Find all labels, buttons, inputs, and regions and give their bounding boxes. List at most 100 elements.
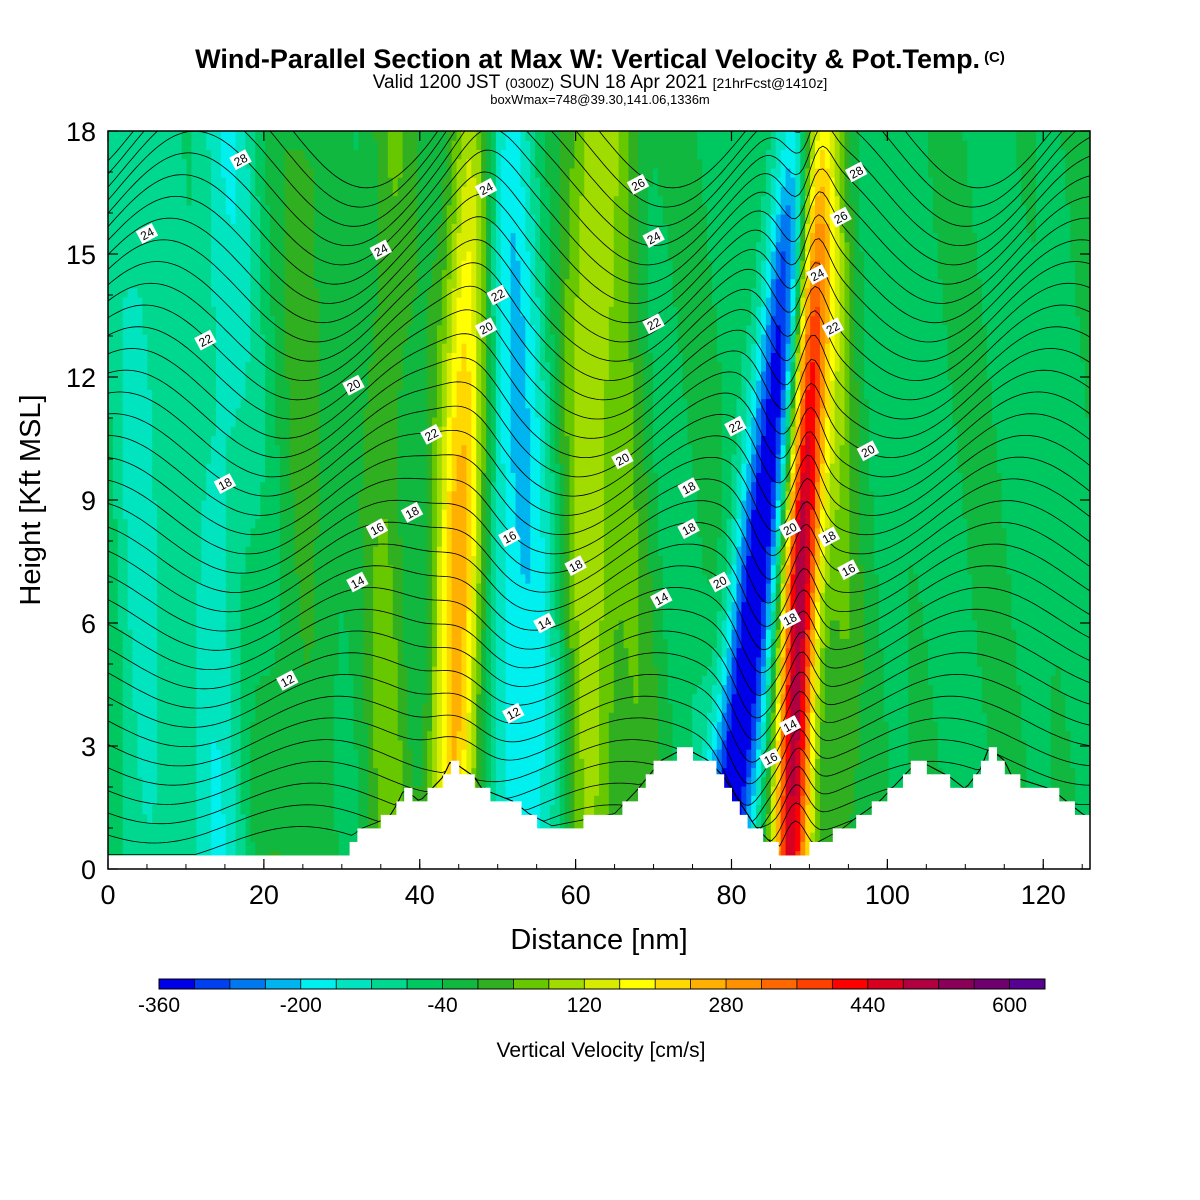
field-cell <box>314 204 320 215</box>
field-cell <box>309 453 315 464</box>
field-cell <box>240 583 247 593</box>
field-cell <box>402 232 409 243</box>
field-cell <box>402 490 409 501</box>
field-cell <box>265 306 271 317</box>
field-cell <box>358 149 364 160</box>
field-cell <box>147 131 153 141</box>
field-cell <box>397 684 404 695</box>
field-cell <box>240 407 247 418</box>
field-cell <box>343 250 350 261</box>
field-cell <box>324 822 330 833</box>
field-cell <box>299 398 305 409</box>
field-cell <box>225 666 232 676</box>
field-cell <box>245 407 251 418</box>
field-cell <box>250 822 256 833</box>
field-cell <box>358 785 364 796</box>
field-cell <box>353 398 360 409</box>
field-cell <box>201 712 207 722</box>
field-cell <box>363 619 369 630</box>
field-cell <box>358 333 364 344</box>
field-cell <box>324 629 330 639</box>
field-cell <box>201 435 207 446</box>
field-cell <box>137 398 143 409</box>
field-cell <box>171 223 178 234</box>
field-cell <box>181 721 188 732</box>
field-cell <box>157 324 163 335</box>
field-cell <box>274 398 281 409</box>
field-cell <box>309 426 315 437</box>
field-cell <box>343 527 350 538</box>
field-cell <box>314 426 320 437</box>
field-cell <box>353 536 360 547</box>
field-cell <box>245 656 251 667</box>
field-cell <box>235 177 242 187</box>
field-cell <box>324 453 330 464</box>
field-cell <box>240 361 247 372</box>
field-cell <box>201 730 207 741</box>
field-cell <box>122 333 129 344</box>
field-cell <box>250 232 256 243</box>
field-cell <box>338 813 345 824</box>
field-cell <box>309 822 315 833</box>
field-cell <box>191 610 197 621</box>
field-cell <box>338 435 345 446</box>
field-cell <box>127 463 134 473</box>
field-cell <box>289 435 296 446</box>
field-cell <box>324 297 330 307</box>
field-cell <box>147 140 153 151</box>
field-cell <box>284 693 291 704</box>
field-cell <box>373 297 379 307</box>
field-cell <box>260 583 266 593</box>
field-cell <box>353 822 360 833</box>
field-cell <box>274 592 281 603</box>
field-cell <box>230 278 237 289</box>
field-cell <box>216 204 222 215</box>
field-cell <box>137 472 143 483</box>
field-cell <box>230 140 237 151</box>
field-cell <box>171 361 178 372</box>
field-cell <box>240 250 247 261</box>
field-cell <box>171 481 178 492</box>
field-cell <box>387 444 394 455</box>
field-cell <box>260 804 266 815</box>
field-cell <box>157 841 163 852</box>
field-cell <box>299 195 305 206</box>
field-cell <box>392 795 399 806</box>
field-cell <box>142 601 148 612</box>
field-cell <box>382 435 389 446</box>
field-cell <box>171 241 178 252</box>
field-cell <box>181 195 188 206</box>
field-cell <box>186 555 193 566</box>
field-cell <box>373 131 379 141</box>
field-cell <box>314 721 320 732</box>
field-cell <box>397 573 404 584</box>
field-cell <box>137 241 143 252</box>
field-cell <box>255 795 261 806</box>
field-cell <box>176 324 183 335</box>
field-cell <box>206 177 212 187</box>
field-cell <box>191 131 197 141</box>
field-cell <box>309 767 315 778</box>
field-cell <box>402 527 409 538</box>
field-cell <box>270 721 276 732</box>
field-cell <box>304 795 310 806</box>
field-cell <box>152 509 158 520</box>
field-cell <box>166 684 173 695</box>
field-cell <box>358 527 364 538</box>
field-cell <box>319 453 325 464</box>
field-cell <box>304 721 310 732</box>
field-cell <box>152 361 158 372</box>
field-cell <box>270 435 276 446</box>
field-cell <box>132 785 139 796</box>
field-cell <box>216 435 222 446</box>
field-cell <box>397 269 404 280</box>
field-cell <box>142 518 148 529</box>
field-cell <box>196 167 202 178</box>
field-cell <box>142 343 148 353</box>
field-cell <box>382 306 389 317</box>
field-cell <box>294 610 301 621</box>
field-cell <box>333 287 340 298</box>
field-cell <box>240 638 247 649</box>
field-cell <box>196 804 202 815</box>
field-cell <box>407 546 414 556</box>
